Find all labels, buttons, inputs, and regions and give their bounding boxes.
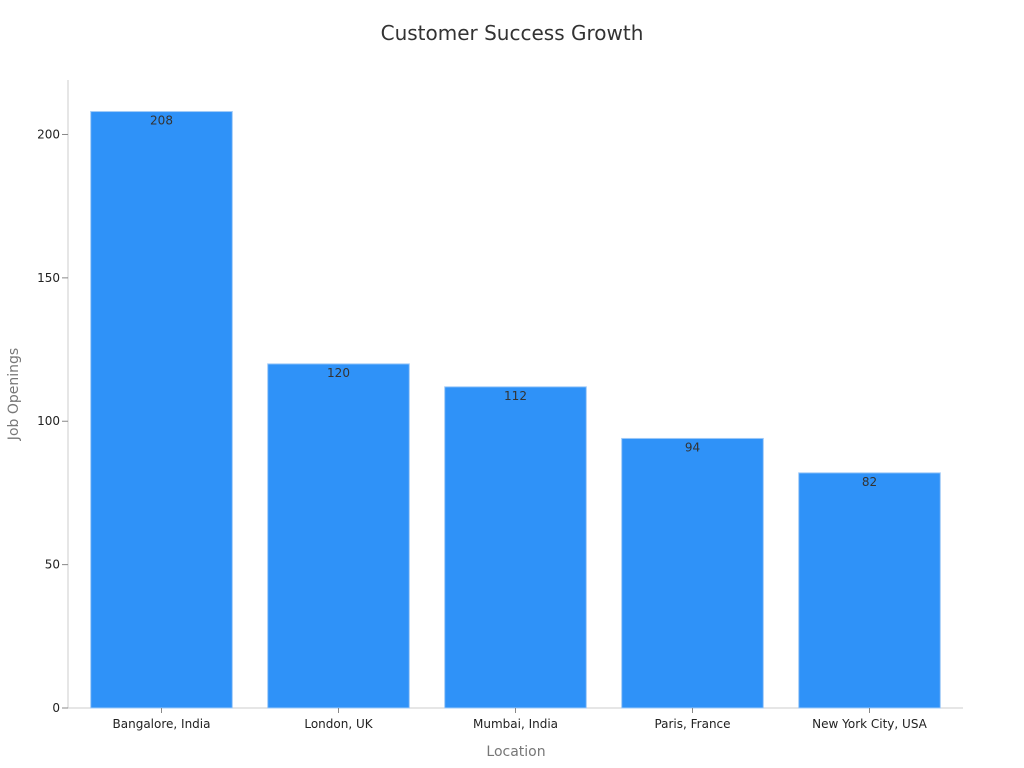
x-tick-label: Bangalore, India — [113, 717, 211, 731]
y-tick-label: 150 — [37, 271, 60, 285]
y-tick-label: 0 — [52, 701, 60, 715]
bar — [90, 111, 233, 709]
y-tick-label: 100 — [37, 414, 60, 428]
chart-title: Customer Success Growth — [381, 21, 644, 45]
y-axis-ticks: 0 50 100 150 200 — [37, 127, 68, 715]
bar-value-label: 208 — [150, 114, 173, 128]
bar — [444, 386, 587, 709]
bar — [621, 437, 764, 709]
y-tick-label: 50 — [45, 558, 60, 572]
bar — [798, 472, 941, 709]
bar-value-label: 112 — [504, 389, 527, 403]
x-axis-label: Location — [486, 744, 545, 760]
bars-group — [90, 111, 941, 709]
x-tick-label: New York City, USA — [812, 717, 928, 731]
bar-value-label: 82 — [862, 475, 877, 489]
y-axis-label: Job Openings — [6, 348, 22, 441]
x-axis-ticks: Bangalore, India London, UK Mumbai, India P… — [113, 708, 928, 731]
x-tick-label: Paris, France — [654, 717, 730, 731]
bar — [267, 363, 410, 709]
data-labels-group: 208 120 112 94 82 — [150, 114, 877, 489]
y-tick-label: 200 — [37, 127, 60, 141]
bar-value-label: 94 — [685, 440, 700, 454]
x-tick-label: London, UK — [304, 717, 373, 731]
x-tick-label: Mumbai, India — [473, 717, 558, 731]
bar-value-label: 120 — [327, 366, 350, 380]
